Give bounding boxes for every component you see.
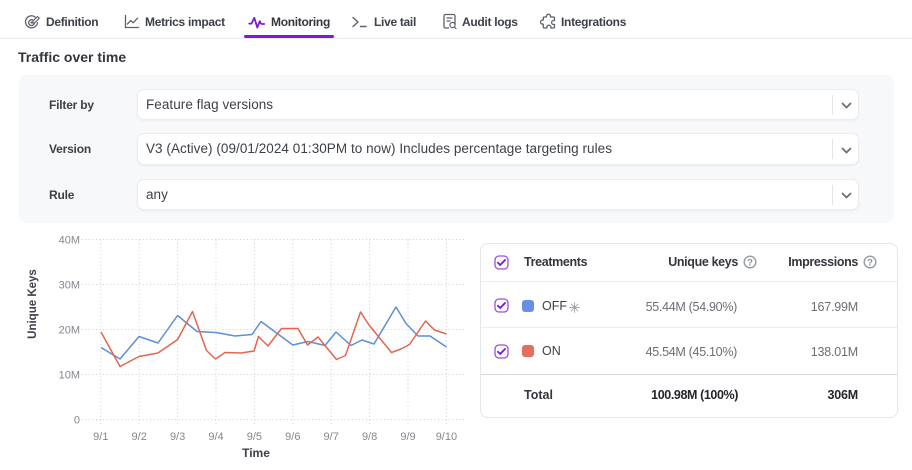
svg-text:0: 0: [74, 415, 80, 427]
svg-text:?: ?: [867, 257, 873, 268]
svg-text:10M: 10M: [59, 370, 80, 382]
svg-text:Unique Keys: Unique Keys: [27, 269, 39, 339]
svg-text:30M: 30M: [59, 280, 80, 292]
svg-text:9/5: 9/5: [247, 431, 262, 443]
svg-text:9/9: 9/9: [400, 431, 415, 443]
svg-text:?: ?: [747, 257, 753, 268]
svg-text:Time: Time: [242, 446, 270, 460]
svg-text:9/4: 9/4: [208, 431, 223, 443]
svg-text:9/10: 9/10: [436, 431, 457, 443]
svg-text:20M: 20M: [59, 325, 80, 337]
svg-text:9/7: 9/7: [324, 431, 339, 443]
svg-text:40M: 40M: [59, 235, 80, 247]
svg-text:9/3: 9/3: [170, 431, 185, 443]
svg-text:9/2: 9/2: [132, 431, 147, 443]
svg-text:9/6: 9/6: [285, 431, 300, 443]
svg-text:9/8: 9/8: [362, 431, 377, 443]
svg-text:9/1: 9/1: [93, 431, 108, 443]
